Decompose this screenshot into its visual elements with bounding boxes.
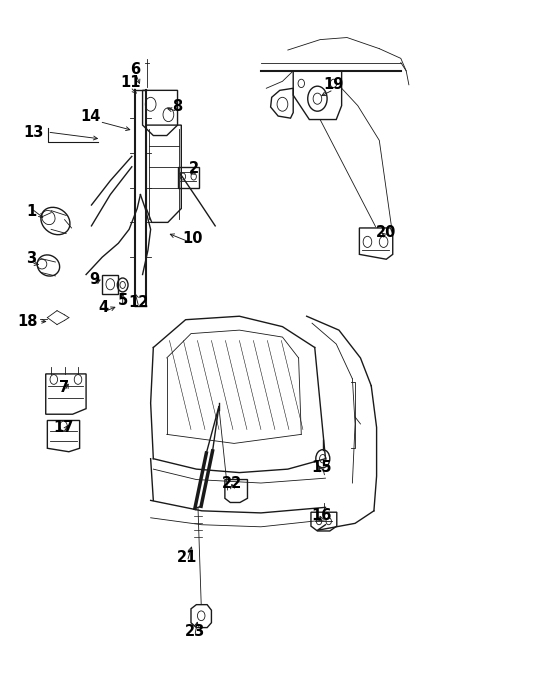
Text: 1: 1 (26, 204, 37, 220)
Text: 8: 8 (172, 99, 183, 114)
Text: 20: 20 (376, 225, 397, 240)
Text: 19: 19 (323, 77, 344, 92)
Text: 13: 13 (23, 124, 44, 140)
Text: 7: 7 (60, 379, 69, 395)
Text: 6: 6 (131, 62, 140, 77)
Text: 2: 2 (189, 161, 199, 176)
Text: 21: 21 (177, 550, 197, 565)
Text: 9: 9 (89, 272, 99, 287)
Text: 17: 17 (53, 420, 74, 435)
Text: 23: 23 (185, 623, 205, 639)
Text: 15: 15 (312, 459, 332, 475)
Text: 5: 5 (117, 293, 128, 309)
Text: 3: 3 (26, 251, 36, 266)
Text: 14: 14 (80, 109, 101, 124)
Text: 4: 4 (98, 300, 108, 315)
Text: 18: 18 (18, 313, 38, 329)
Text: 12: 12 (129, 295, 149, 310)
Text: 16: 16 (312, 508, 332, 523)
Text: 22: 22 (222, 475, 243, 491)
Text: 10: 10 (182, 231, 203, 246)
Text: 11: 11 (120, 74, 140, 90)
